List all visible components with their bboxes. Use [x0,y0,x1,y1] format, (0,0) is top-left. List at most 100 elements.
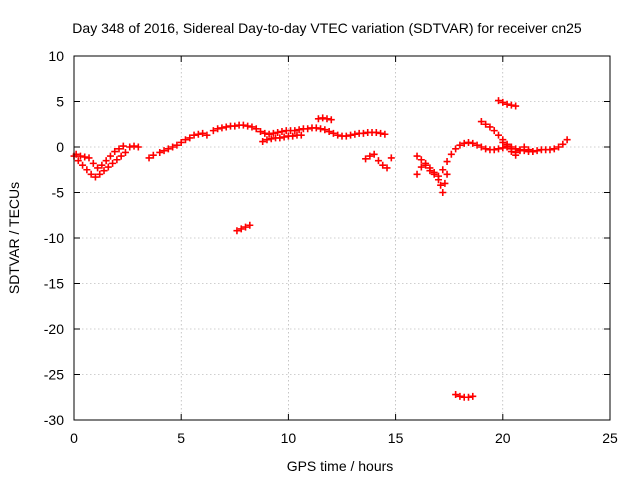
data-point [533,147,541,155]
data-point [422,161,430,169]
data-point [507,148,515,156]
data-point [351,130,359,138]
data-point [203,131,211,139]
data-point [239,121,247,129]
data-point [314,115,322,123]
data-point [499,138,507,146]
data-point [85,154,93,162]
data-point [173,141,181,149]
data-points [70,97,571,401]
series-segment-5 [362,150,395,172]
data-point [447,150,455,158]
data-point [265,130,273,138]
data-point [490,146,498,154]
data-point [546,146,554,154]
axis-tick-labels: 0 5 10 15 20 25 10 5 0 -5 -10 -15 -20 -25 -30 [44,48,618,446]
data-point [452,145,460,153]
data-point [477,118,485,126]
data-point [81,153,89,161]
data-point [100,167,108,175]
series-segment-11 [452,391,477,401]
data-point [512,151,520,159]
data-point [113,156,121,164]
data-point [379,161,387,169]
data-point [194,130,202,138]
series-segment-3 [209,121,389,140]
data-point [495,131,503,139]
data-point [413,170,421,178]
data-point [499,98,507,106]
data-point [520,143,528,151]
data-point [430,170,438,178]
data-point [104,163,112,171]
data-point [199,129,207,137]
data-point [126,143,134,151]
data-point [434,176,442,184]
data-point [456,392,464,400]
data-point [325,128,333,136]
data-point [512,102,520,110]
y-tick-label: -5 [52,185,65,201]
data-point [297,131,305,139]
series-segment-9 [477,118,537,159]
data-point [559,140,567,148]
data-point [441,179,449,187]
data-point [503,142,511,150]
series-segment-7 [413,136,571,180]
series-segment-2 [126,129,211,162]
x-tick-label: 25 [602,430,618,446]
data-point [342,132,350,140]
data-point [464,138,472,146]
data-point [222,123,230,131]
data-point [257,128,265,136]
data-point [121,148,129,156]
data-point [477,143,485,151]
grid-lines [74,56,610,420]
data-point [456,141,464,149]
y-tick-label: -15 [44,276,64,292]
data-point [231,122,239,130]
data-point [278,128,286,136]
data-point [259,138,267,146]
data-point [248,123,256,131]
data-point [261,129,269,137]
data-point [237,225,245,233]
data-point [334,131,342,139]
data-point [246,221,254,229]
data-point [119,142,127,150]
data-point [439,166,447,174]
data-point [490,127,498,135]
data-point [102,157,110,165]
data-point [482,120,490,128]
data-point [366,152,374,160]
y-tick-label: 0 [56,139,64,155]
data-point [555,143,563,151]
data-point [177,138,185,146]
x-tick-label: 10 [281,430,297,446]
data-point [98,161,106,169]
data-point [242,223,250,231]
data-point [323,115,331,123]
data-point [109,159,117,167]
x-tick-label: 20 [495,430,511,446]
data-point [464,393,472,401]
y-tick-label: -25 [44,367,64,383]
data-point [87,170,95,178]
y-tick-label: 5 [56,94,64,110]
data-point [134,143,142,151]
data-point [280,133,288,141]
data-point [370,150,378,158]
series-segment-10 [495,97,520,110]
data-point [186,134,194,142]
data-point [317,125,325,133]
data-point [181,136,189,144]
data-point [274,128,282,136]
series-segment-4 [259,114,335,146]
data-point [327,116,335,124]
data-point [377,129,385,137]
chart-title: Day 348 of 2016, Sidereal Day-to-day VTE… [72,20,582,36]
x-tick-label: 0 [70,430,78,446]
axis-ticks [73,55,611,421]
data-point [190,131,198,139]
